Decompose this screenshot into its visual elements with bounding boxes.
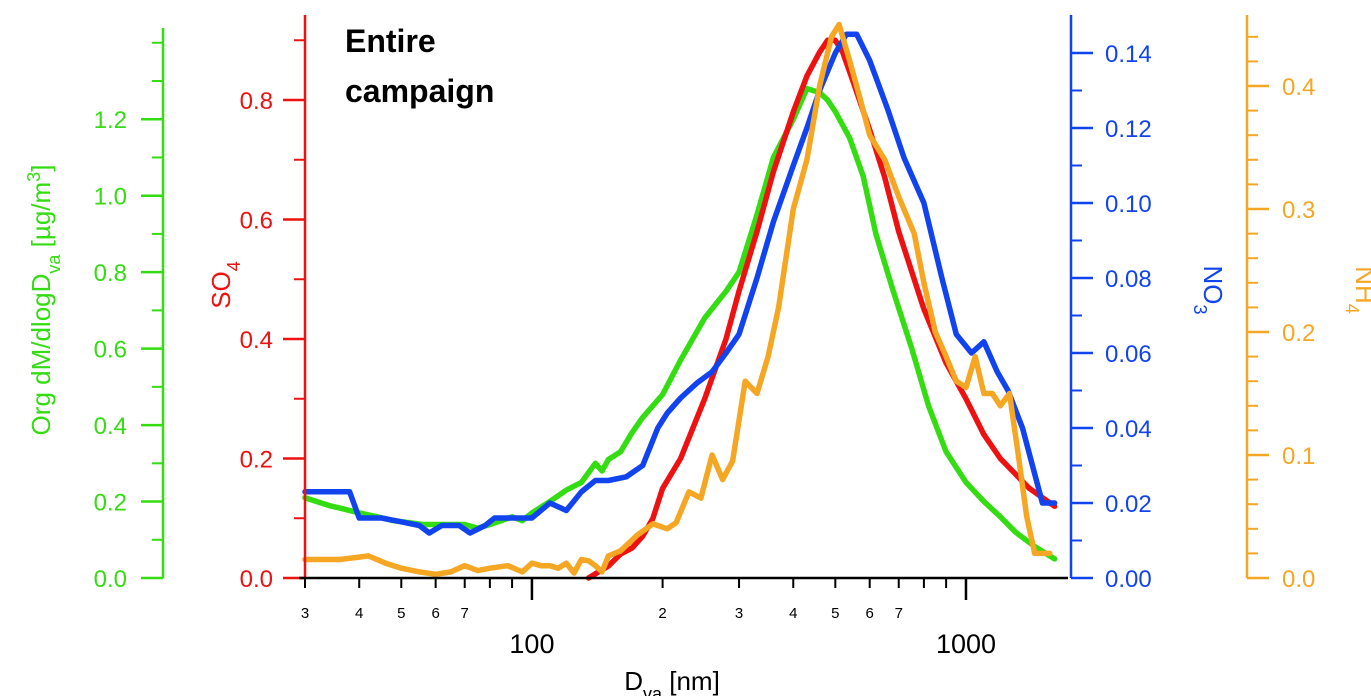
x-major-tick-label: 100: [509, 629, 554, 659]
series-group: [302, 21, 1058, 581]
no3-y-axis: 0.00 0.02 0.04 0.06 0.08 0.10 0.12 0.14 NO3: [1069, 15, 1228, 593]
so4-tick-label: 0.2: [240, 447, 273, 474]
org-tick-label: 0.0: [94, 566, 127, 593]
so4-y-axis: 0.0 0.2 0.4 0.6 0.8 SO4: [206, 15, 307, 593]
x-minor-tick-label: 4: [355, 605, 363, 622]
no3-tick-label: 0.04: [1105, 416, 1152, 443]
x-minor-tick-label: 3: [735, 605, 743, 622]
no3-axis-title: NO3: [1190, 265, 1228, 314]
no3-tick-label: 0.14: [1105, 41, 1152, 68]
org-tick-label: 0.8: [94, 260, 127, 287]
no3-series-line: [302, 31, 1058, 536]
so4-tick-label: 0.4: [240, 327, 273, 354]
nh4-tick-label: 0.3: [1282, 197, 1315, 224]
axes-group: 0.0 0.2 0.4 0.6 0.8 1.0 1.2 Org dM/dlogDva [µg/…: [24, 15, 1371, 593]
nh4-y-axis: 0.0 0.1 0.2 0.3 0.4 NH4: [1245, 15, 1371, 593]
no3-tick-label: 0.08: [1105, 266, 1152, 293]
nh4-tick-label: 0.1: [1282, 443, 1315, 470]
org-tick-label: 1.2: [94, 107, 127, 134]
org-series-line: [302, 85, 1058, 562]
x-minor-tick-label: 7: [461, 605, 469, 622]
no3-tick-label: 0.12: [1105, 116, 1152, 143]
no3-tick-label: 0.06: [1105, 341, 1152, 368]
no3-tick-label: 0.02: [1105, 491, 1152, 518]
x-axis-title: Dva [nm]: [624, 666, 720, 696]
x-minor-tick-label: 5: [831, 605, 839, 622]
x-minor-tick-label: 7: [895, 605, 903, 622]
x-minor-tick-label: 2: [658, 605, 666, 622]
org-tick-label: 0.4: [94, 413, 127, 440]
x-minor-tick-label: 6: [431, 605, 439, 622]
so4-series-line: [585, 37, 1058, 581]
annotation-line-2: campaign: [345, 73, 494, 109]
no3-tick-label: 0.00: [1105, 566, 1152, 593]
so4-axis-title: SO4: [206, 261, 244, 309]
x-minor-tick-label: 6: [866, 605, 874, 622]
x-minor-tick-label: 4: [789, 605, 797, 622]
nh4-axis-title: NH4: [1342, 266, 1371, 314]
org-axis-title: Org dM/dlogDva [µg/m3]: [24, 165, 64, 436]
org-tick-label: 0.6: [94, 337, 127, 364]
so4-tick-label: 0.6: [240, 208, 273, 235]
annotation-line-1: Entire: [345, 23, 436, 59]
x-major-tick-label: 1000: [936, 629, 996, 659]
x-axis: 100 1000 3 4 5 6 7 2 3 4 5 6 7 Dva [nm]: [299, 576, 1068, 696]
nh4-tick-label: 0.0: [1282, 566, 1315, 593]
org-tick-label: 0.2: [94, 490, 127, 517]
x-minor-tick-label: 3: [301, 605, 309, 622]
org-tick-label: 1.0: [94, 184, 127, 211]
nh4-tick-label: 0.4: [1282, 74, 1315, 101]
nh4-series-line: [302, 21, 1053, 578]
org-y-axis: 0.0 0.2 0.4 0.6 0.8 1.0 1.2 Org dM/dlogDva [µg/…: [24, 28, 165, 593]
so4-tick-label: 0.8: [240, 88, 273, 115]
x-minor-tick-label: 5: [397, 605, 405, 622]
nh4-tick-label: 0.2: [1282, 320, 1315, 347]
so4-tick-label: 0.0: [240, 566, 273, 593]
no3-tick-label: 0.10: [1105, 191, 1152, 218]
